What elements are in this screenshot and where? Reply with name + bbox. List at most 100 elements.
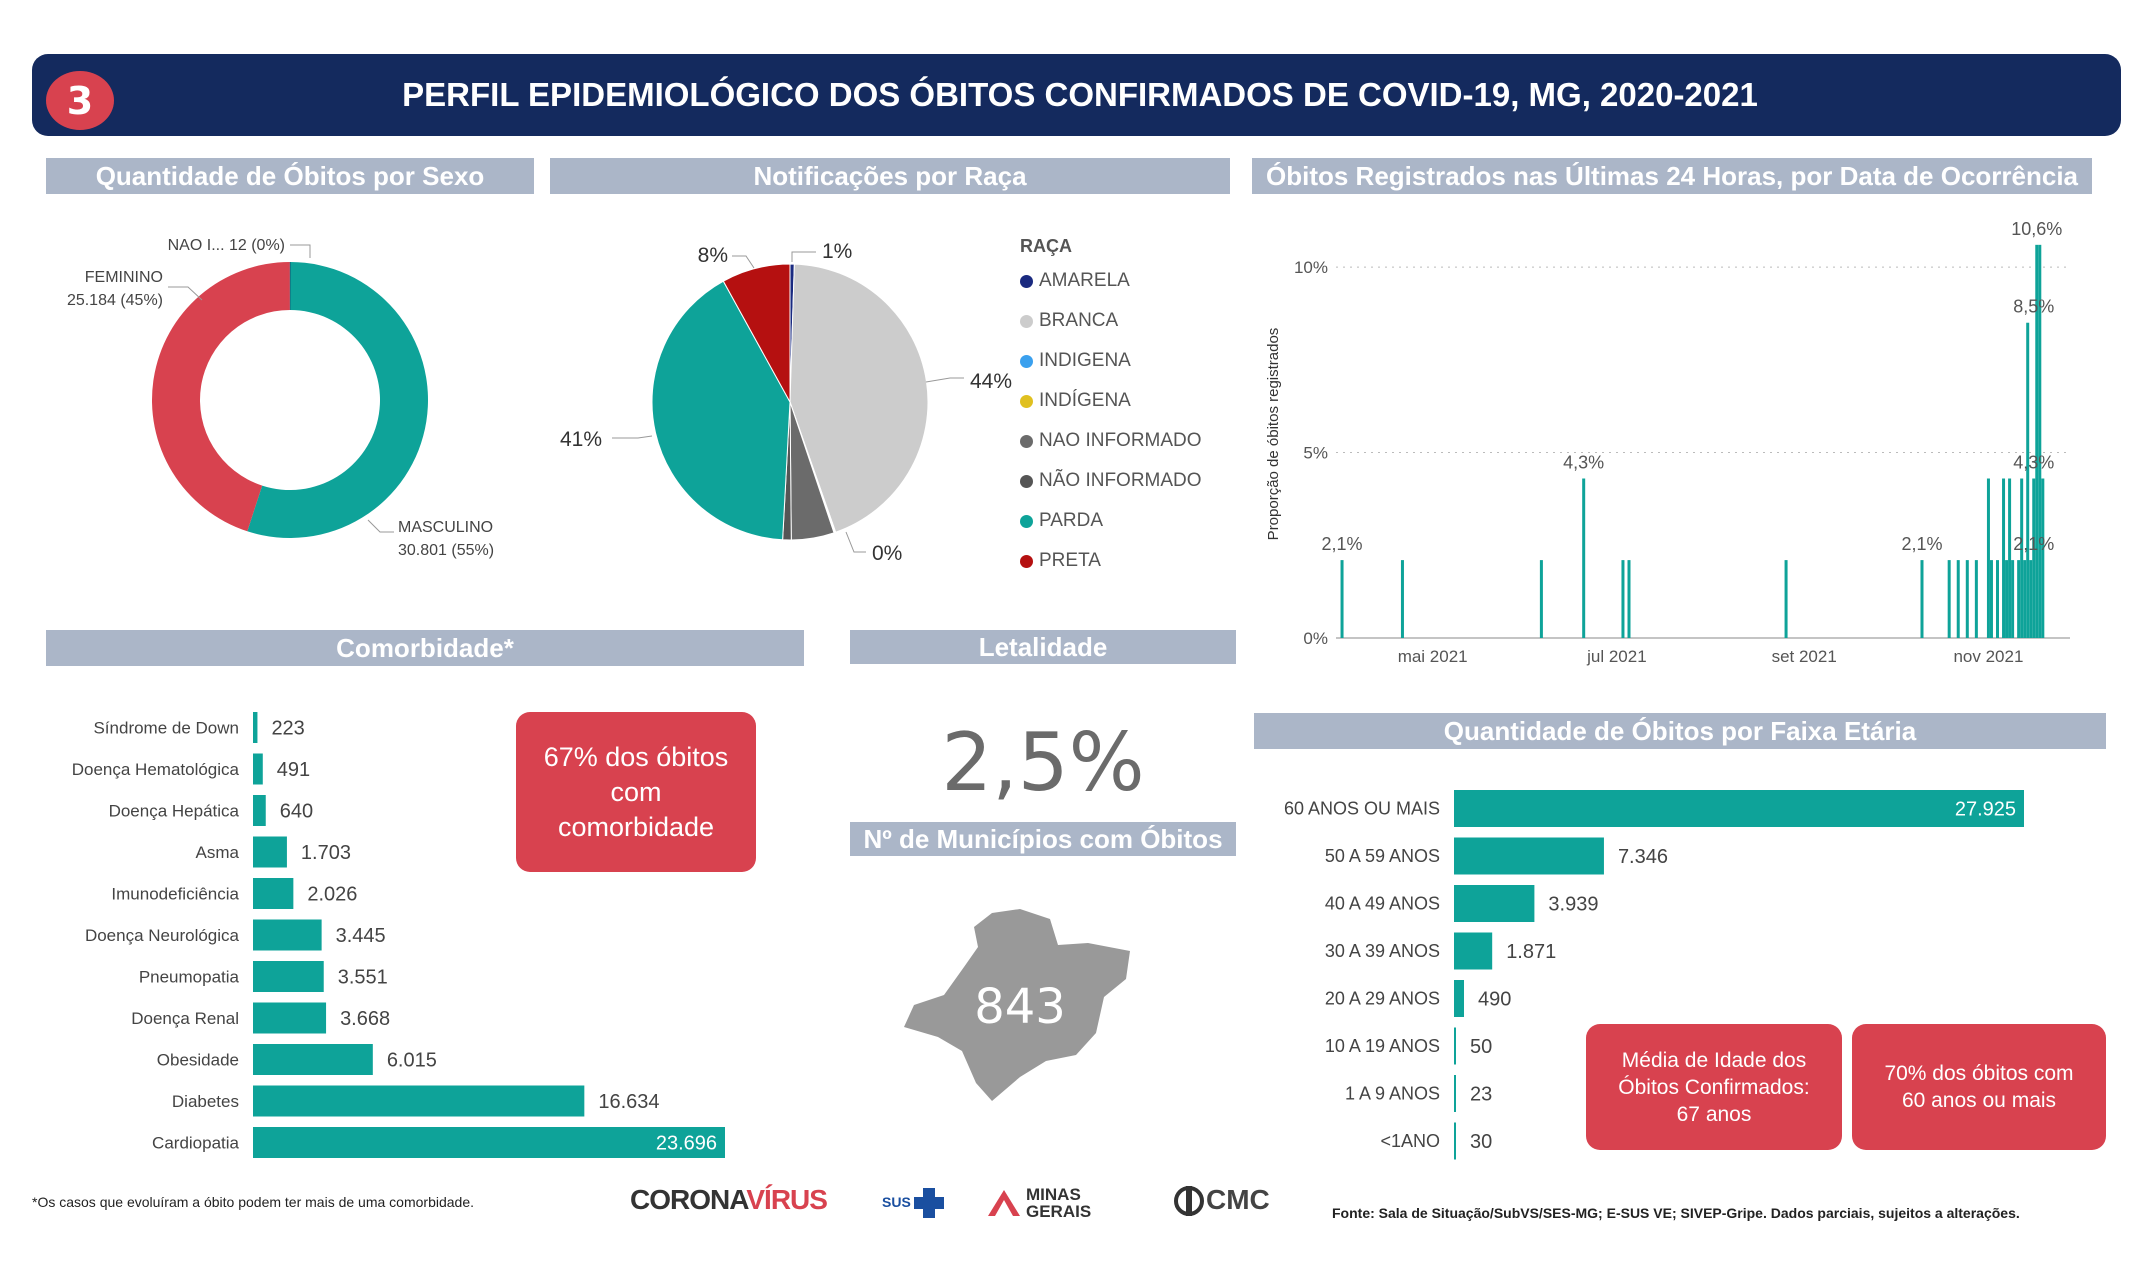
category-label: Doença Renal	[131, 1009, 239, 1028]
bar	[1340, 560, 1344, 638]
category-label: Pneumopatia	[139, 968, 240, 987]
legend-item-amarela: AMARELA	[1020, 261, 1202, 301]
bar-value-label: 23.696	[656, 1133, 717, 1155]
legend-label: PARDA	[1039, 510, 1104, 531]
bar	[253, 1127, 725, 1158]
bar	[1947, 560, 1951, 638]
bar-value-label: 2.026	[307, 884, 357, 906]
bar-value-label: 30	[1470, 1131, 1492, 1153]
bar	[2041, 478, 2045, 638]
bar	[2035, 244, 2039, 638]
bar	[253, 1085, 585, 1117]
bar	[253, 712, 258, 743]
sexo-donut-chart: NAO I... 12 (0%) FEMININO 25.184 (45%) MASC…	[67, 237, 494, 559]
leader-preta	[732, 255, 755, 269]
media-idade-callout: Média de Idade dos Óbitos Confirmados: 6…	[1586, 1024, 1842, 1150]
minas-logo-line1: MINAS	[1026, 1185, 1081, 1204]
legend-item-parda: PARDA	[1020, 501, 1202, 541]
legend-label: AMARELA	[1039, 270, 1130, 291]
bar	[2005, 560, 2009, 638]
category-label: <1ANO	[1380, 1131, 1440, 1151]
label-masculino: MASCULINO	[398, 519, 493, 536]
leader-feminino	[168, 286, 203, 301]
bar	[1539, 560, 1543, 638]
bar-data-label: 4,3%	[1563, 453, 1604, 473]
bar-value-label: 16.634	[598, 1091, 659, 1113]
category-label: Asma	[196, 843, 240, 862]
faixa-bar-chart: 60 ANOS OU MAIS 27.925 50 A 59 ANOS 7.346 40…	[1284, 790, 2024, 1160]
category-label: 60 ANOS OU MAIS	[1284, 799, 1440, 819]
municipios-panel-title: Nº de Municípios com Óbitos	[850, 822, 1236, 856]
bar	[2011, 560, 2015, 638]
bar-value-label: 23	[1470, 1084, 1492, 1106]
bar-value-label: 3.939	[1548, 894, 1598, 916]
bar	[1627, 560, 1631, 638]
bar-value-label: 7.346	[1618, 846, 1668, 868]
bar-data-label: 4,3%	[2013, 453, 2054, 473]
bar	[2023, 560, 2027, 638]
bar	[2032, 478, 2036, 638]
bar	[2020, 478, 2024, 638]
raca-legend: RAÇA AMARELA BRANCA INDIGENA INDÍGENA NAO IN…	[1020, 236, 1202, 581]
leader-amarela	[791, 251, 816, 262]
pie-label-branca: 44%	[970, 370, 1012, 393]
letalidade-panel-title: Letalidade	[850, 630, 1236, 664]
pie-slice-parda	[651, 280, 791, 541]
bar	[1454, 790, 2024, 827]
page-title: PERFIL EPIDEMIOLÓGICO DOS ÓBITOS CONFIRM…	[402, 76, 1758, 113]
bar-value-label: 490	[1478, 989, 1511, 1011]
category-label: 30 A 39 ANOS	[1325, 941, 1440, 961]
pie-label-preta: 8%	[698, 244, 728, 267]
pie-label-parda: 41%	[560, 428, 602, 451]
bar	[253, 836, 287, 868]
legend-label: NAO INFORMADO	[1039, 430, 1202, 451]
bar	[1784, 560, 1788, 638]
bar-value-label: 491	[277, 759, 310, 781]
title-bar	[32, 54, 2121, 136]
bar	[1454, 1122, 1456, 1160]
bar-value-label: 3.551	[338, 967, 388, 989]
bar	[253, 753, 263, 785]
bar	[1400, 560, 1404, 638]
legend-swatch	[1020, 394, 1033, 408]
source-note: Fonte: Sala de Situação/SubVS/SES-MG; E-…	[1332, 1205, 2020, 1221]
leader-n-o-informado	[845, 531, 866, 553]
coronavirus-logo: CORONAVÍRUS	[630, 1184, 828, 1216]
x-tick-label: nov 2021	[1953, 647, 2023, 666]
category-label: 1 A 9 ANOS	[1345, 1084, 1440, 1104]
bar-value-label: 640	[280, 801, 313, 823]
y-tick-label: 0%	[1303, 629, 1328, 648]
cmc-logo-icon	[1174, 1186, 1204, 1216]
category-label: 10 A 19 ANOS	[1325, 1036, 1440, 1056]
faixa-panel-title: Quantidade de Óbitos por Faixa Etária	[1254, 713, 2106, 749]
bar	[1986, 478, 1990, 638]
sus-cross-icon	[914, 1188, 944, 1218]
minas-gerais-map-icon	[904, 909, 1130, 1101]
legend-swatch	[1020, 514, 1033, 528]
leader-branca	[925, 377, 964, 383]
pie-slice-branca	[789, 263, 929, 533]
legend-swatch	[1020, 474, 1033, 488]
bar	[1956, 560, 1960, 638]
bar-value-label: 223	[271, 718, 304, 740]
bar	[1989, 560, 1993, 638]
minas-gerais-logo-icon	[988, 1190, 1020, 1216]
legend-label: PRETA	[1039, 550, 1101, 571]
bar-value-label: 50	[1470, 1036, 1492, 1058]
municipios-value: 843	[974, 979, 1066, 1035]
donut-slice-masculino	[247, 262, 429, 538]
leader-parda	[612, 435, 653, 439]
comorbidade-panel-title: Comorbidade*	[46, 630, 804, 666]
y-tick-label: 5%	[1303, 444, 1328, 463]
bar-value-label: 6.015	[387, 1050, 437, 1072]
bar	[1454, 980, 1465, 1017]
raca-pie-chart: 1% 44% 0% 41% 8%	[560, 240, 1012, 565]
pie-label-amarela: 1%	[822, 240, 852, 263]
bar	[253, 961, 324, 992]
x-tick-label: jul 2021	[1586, 647, 1647, 666]
legend-label: INDIGENA	[1039, 350, 1131, 371]
comorbidade-bar-chart: Síndrome de Down 223 Doença Hematológica 49…	[72, 712, 725, 1158]
pie-label-n-o-informado: 0%	[872, 542, 902, 565]
legend-swatch	[1020, 434, 1033, 448]
x-tick-label: set 2021	[1772, 647, 1837, 666]
